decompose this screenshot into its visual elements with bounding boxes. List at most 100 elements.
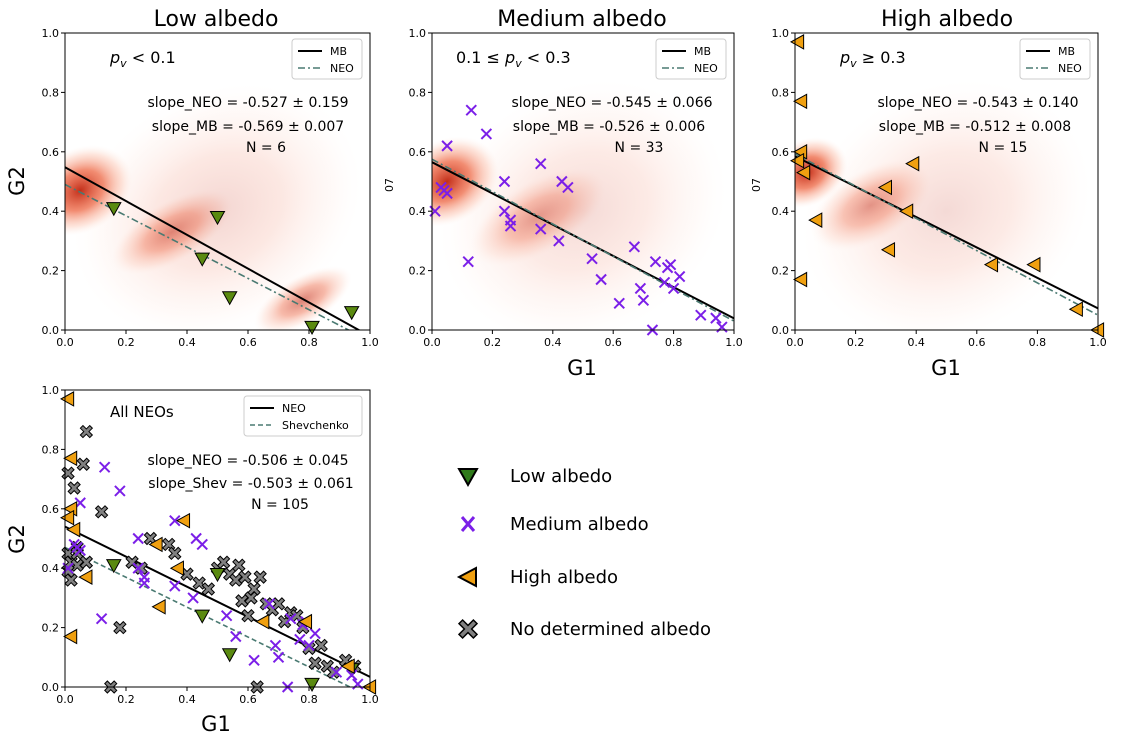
y-tick-label: 0.8 xyxy=(409,86,427,99)
y-tick-label: 1.0 xyxy=(409,27,427,40)
panel-title: High albedo xyxy=(881,7,1013,32)
legend-label: Shevchenko xyxy=(282,419,349,432)
data-point xyxy=(63,628,78,645)
data-point xyxy=(221,291,238,306)
data-point xyxy=(790,34,805,50)
stat-n: N = 6 xyxy=(246,140,286,156)
data-point xyxy=(187,592,199,604)
x-tick-label: 0.6 xyxy=(968,336,986,349)
panel-title: Medium albedo xyxy=(497,7,666,32)
stat-n: N = 33 xyxy=(615,140,664,156)
data-point xyxy=(255,613,270,630)
stat-slope-neo: slope_NEO = -0.506 ± 0.045 xyxy=(147,453,348,469)
data-point xyxy=(294,633,306,646)
x-tick-label: 0.2 xyxy=(484,336,502,349)
plot-area: 0.0 0.2 0.4 0.6 0.8 1.0 0.0 0.2 0.4 0.6 0.8 1.0 xyxy=(42,27,379,349)
data-point xyxy=(269,639,282,652)
y-tick-label: 0.2 xyxy=(772,265,790,278)
legend-label-low-albedo: Low albedo xyxy=(510,466,612,487)
data-point xyxy=(60,509,75,526)
data-point xyxy=(303,639,315,652)
legend-box xyxy=(1019,38,1091,80)
data-point xyxy=(241,609,255,623)
data-point xyxy=(297,613,313,630)
series-high-albedo xyxy=(60,391,377,695)
fit-line-neo xyxy=(795,153,1098,316)
data-point xyxy=(1068,301,1083,318)
data-point xyxy=(595,273,607,286)
stat-slope-shev: slope_Shev = -0.503 ± 0.061 xyxy=(148,476,353,492)
y-tick-label: 0.0 xyxy=(42,681,60,694)
x-tick-label: 1.0 xyxy=(1089,336,1107,349)
y-tick-label: 1.0 xyxy=(42,384,60,397)
y-tick-label: 0.2 xyxy=(42,622,60,635)
y-tick-label: 0.0 xyxy=(772,324,790,337)
data-point xyxy=(664,258,677,271)
data-point xyxy=(148,536,163,553)
legend-label: MB xyxy=(1058,45,1075,58)
y-tick-label: 0.6 xyxy=(772,146,790,159)
data-point xyxy=(263,598,276,610)
x-tick-label: 0.2 xyxy=(117,693,135,706)
data-point xyxy=(201,582,216,596)
data-point xyxy=(535,157,547,170)
fit-line-neo xyxy=(65,525,370,678)
series-medium-albedo xyxy=(429,104,728,336)
data-point xyxy=(304,677,320,693)
data-point xyxy=(340,658,355,675)
data-point xyxy=(613,297,625,309)
data-point xyxy=(194,252,211,267)
x-tick-label: 0.0 xyxy=(423,336,441,349)
stat-slope-mb: slope_MB = -0.569 ± 0.007 xyxy=(152,119,344,135)
data-point xyxy=(628,241,641,253)
data-point xyxy=(498,175,511,188)
x-tick-label: 0.8 xyxy=(1029,336,1047,349)
y-tick-label: 1.0 xyxy=(42,27,60,40)
y-tick-label: 0.6 xyxy=(409,146,427,159)
data-point xyxy=(76,457,91,471)
stats-annotation: slope_NEO = -0.506 ± 0.045 slope_Shev = … xyxy=(147,453,353,513)
data-point xyxy=(132,562,144,574)
data-point xyxy=(253,570,267,584)
legend-label-medium-albedo: Medium albedo xyxy=(510,514,649,535)
legend-label: NEO xyxy=(694,62,718,75)
panel-low-albedo: 0.0 0.2 0.4 0.6 0.8 1.0 0.0 0.2 0.4 0.6 0.8 1.0 Low… xyxy=(5,7,379,349)
axes-frame xyxy=(431,32,735,331)
series-low-albedo xyxy=(105,202,360,336)
panel-medium-albedo: 0.0 0.2 0.4 0.6 0.8 1.0 0.0 0.2 0.4 0.6 0.8 1.0 Med… xyxy=(383,7,743,380)
data-point xyxy=(586,253,598,265)
data-point xyxy=(343,306,360,321)
y-tick-label: 0.4 xyxy=(42,562,60,575)
data-point xyxy=(562,181,574,194)
x-tick-label: 0.2 xyxy=(117,336,135,349)
data-point xyxy=(138,577,151,589)
data-point xyxy=(304,320,320,336)
x-tick-label: 0.6 xyxy=(239,693,257,706)
stat-slope-neo: slope_NEO = -0.543 ± 0.140 xyxy=(877,95,1078,111)
data-point xyxy=(441,140,453,152)
data-point xyxy=(330,666,343,678)
x-tick-label: 1.0 xyxy=(361,693,379,706)
density-blob xyxy=(253,265,352,330)
legend-marker xyxy=(457,468,479,488)
x-tick-label: 0.4 xyxy=(178,336,196,349)
fit-line-neo xyxy=(432,158,734,322)
data-point xyxy=(63,450,78,467)
fit-line-mb xyxy=(795,155,1098,310)
data-point xyxy=(180,567,194,581)
data-point xyxy=(462,255,474,268)
axes-legend: NEO Shevchenko xyxy=(243,395,363,437)
fit-line-mb xyxy=(65,166,361,330)
legend-marker xyxy=(456,566,477,588)
data-point xyxy=(793,271,808,288)
x-tick-label: 0.4 xyxy=(178,693,196,706)
x-tick-label: 1.0 xyxy=(361,336,379,349)
legend-label: NEO xyxy=(330,62,354,75)
x-tick-label: 0.0 xyxy=(56,336,74,349)
data-point xyxy=(284,612,297,625)
data-point xyxy=(196,538,208,551)
plot-contents xyxy=(432,79,734,330)
data-point xyxy=(67,481,81,495)
y-axis-label: G2 xyxy=(5,166,29,196)
data-point xyxy=(352,678,364,690)
